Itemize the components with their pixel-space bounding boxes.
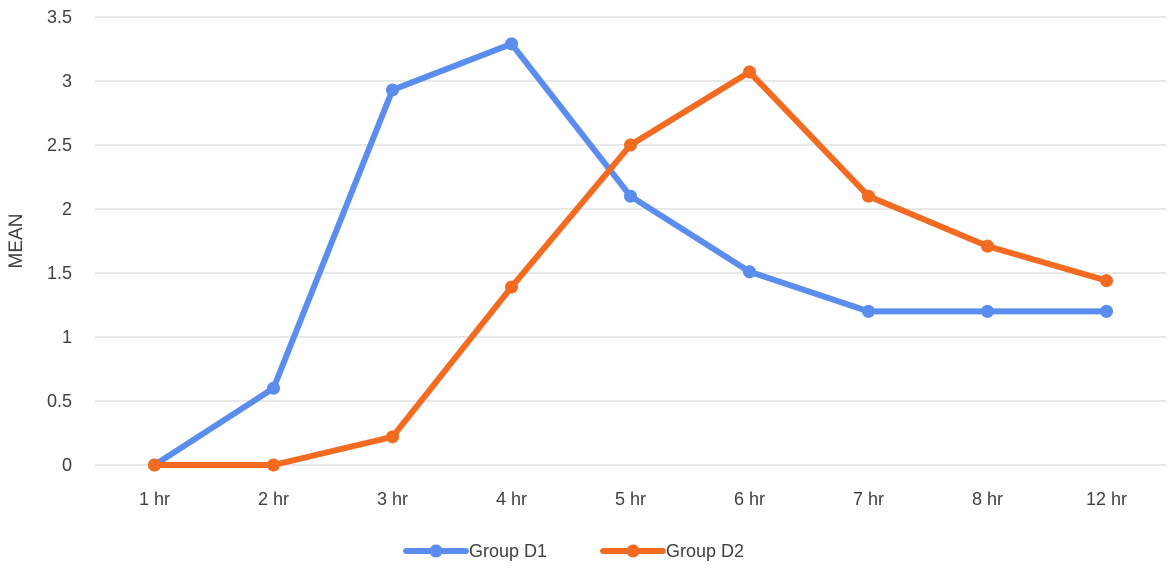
data-point [505, 280, 518, 294]
data-point [1100, 274, 1113, 288]
y-tick-label: 0 [62, 455, 72, 475]
x-axis-ticks: 1 hr 2 hr 3 hr 4 hr 5 hr 6 hr 7 hr 8 hr 12 hr [139, 489, 1127, 509]
y-axis-ticks: 0 0.5 1 1.5 2 2.5 3 3.5 [47, 7, 72, 475]
legend: Group D1 Group D2 [403, 541, 744, 561]
data-point [386, 83, 399, 97]
data-point [1100, 304, 1113, 318]
data-point [743, 65, 756, 79]
legend-label: Group D1 [469, 541, 547, 561]
series-2 [148, 65, 1113, 472]
data-point [624, 138, 637, 152]
y-tick-label: 2.5 [47, 135, 72, 155]
x-tick-label: 7 hr [853, 489, 884, 509]
series-line [151, 69, 1110, 468]
series-1 [148, 37, 1113, 472]
data-point [743, 265, 756, 279]
data-point [862, 304, 875, 318]
x-tick-label: 3 hr [377, 489, 408, 509]
data-point [267, 458, 280, 472]
x-tick-label: 1 hr [139, 489, 170, 509]
x-tick-label: 12 hr [1086, 489, 1127, 509]
legend-marker [626, 544, 640, 558]
y-tick-label: 2 [62, 199, 72, 219]
data-point [624, 189, 637, 203]
y-tick-label: 1.5 [47, 263, 72, 283]
data-point [862, 189, 875, 203]
data-point [386, 430, 399, 444]
legend-marker [429, 544, 443, 558]
series-layer [148, 37, 1113, 472]
data-point [267, 381, 280, 395]
legend-item: Group D1 [403, 541, 547, 561]
x-tick-label: 8 hr [972, 489, 1003, 509]
x-tick-label: 2 hr [258, 489, 289, 509]
legend-item: Group D2 [600, 541, 744, 561]
x-tick-label: 5 hr [615, 489, 646, 509]
x-tick-label: 6 hr [734, 489, 765, 509]
y-tick-label: 3 [62, 71, 72, 91]
y-tick-label: 1 [62, 327, 72, 347]
data-point [981, 304, 994, 318]
legend-label: Group D2 [666, 541, 744, 561]
y-tick-label: 0.5 [47, 391, 72, 411]
data-point [981, 239, 994, 253]
data-point [148, 458, 161, 472]
data-point [505, 37, 518, 51]
series-line [151, 40, 1110, 468]
y-axis-title: MEAN [6, 214, 27, 269]
y-tick-label: 3.5 [47, 7, 72, 27]
x-tick-label: 4 hr [496, 489, 527, 509]
